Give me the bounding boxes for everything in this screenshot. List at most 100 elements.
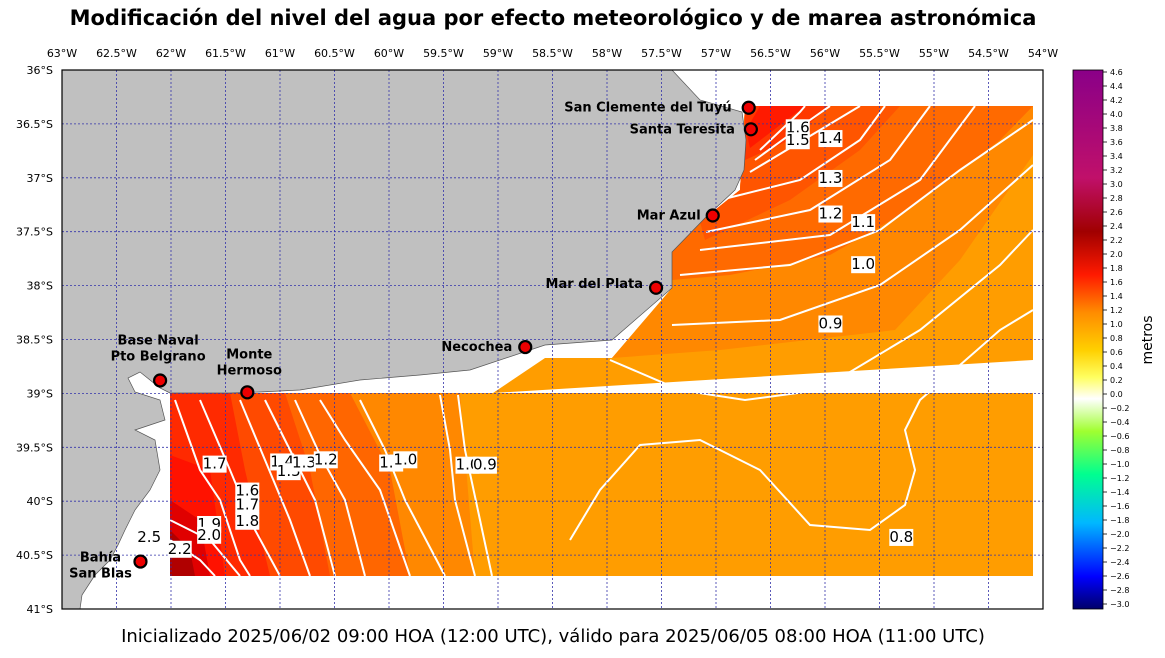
lon-tick-label: 57.5°W: [641, 47, 682, 60]
colorbar-tick-label: 0.4: [1110, 362, 1123, 371]
colorbar-tick-label: 3.8: [1110, 124, 1123, 133]
water-level-field-south: [170, 393, 1033, 576]
station-marker[interactable]: [133, 554, 148, 569]
contour-label: 1.7: [235, 496, 259, 514]
lon-tick-label: 56°W: [810, 47, 840, 60]
colorbar-gradient: [1072, 69, 1104, 610]
contour-label-bg: [202, 455, 227, 473]
contour-label: 1.7: [203, 455, 227, 473]
contour-label-bg: [889, 528, 914, 546]
station-label: San Clemente del Tuyú: [564, 101, 731, 116]
contour-label: 1.1: [851, 213, 875, 231]
colorbar-tick-label: −0.4: [1110, 418, 1129, 427]
station-marker[interactable]: [648, 280, 664, 295]
lat-tick-label: 39°S: [27, 387, 53, 400]
contour-label-bg: [197, 526, 222, 544]
lat-tick-label: 41°S: [27, 603, 53, 616]
colorbar-tick-label: 2.0: [1110, 250, 1123, 259]
contour-label: 1.6: [235, 482, 259, 500]
colorbar-tick-label: 3.0: [1110, 180, 1123, 189]
colorbar-tick-label: 1.0: [1110, 320, 1123, 329]
station-label-line: Bahía: [80, 551, 121, 566]
lat-tick-label: 37°S: [27, 172, 53, 185]
station-label-line: Base Naval: [118, 333, 199, 348]
station-marker[interactable]: [705, 208, 720, 223]
colorbar-tick-label: 4.2: [1110, 96, 1123, 105]
station-label-line: Hermoso: [217, 363, 282, 378]
contour-label-bg: [818, 315, 843, 333]
lon-tick-label: 55.5°W: [859, 47, 900, 60]
lon-tick-label: 57°W: [701, 47, 731, 60]
colorbar-tick-label: 3.6: [1110, 138, 1123, 147]
lat-tick-label: 38°S: [27, 280, 53, 293]
station-label: Bahía San Blas: [69, 551, 132, 582]
colorbar-tick-label: −1.2: [1110, 474, 1129, 483]
lat-tick-label: 36°S: [27, 64, 53, 77]
contour-label-bg: [785, 132, 810, 150]
colorbar-tick-label: 3.2: [1110, 166, 1123, 175]
lon-tick-label: 61°W: [265, 47, 295, 60]
contour-label-bg: [393, 451, 418, 469]
contour-label-bg: [851, 256, 876, 274]
contour-label: 0.9: [473, 456, 497, 474]
colorbar-label: metros: [1140, 315, 1156, 364]
station-marker[interactable]: [518, 339, 533, 355]
map-area: 1.61.5 1.41.31.2 1.11.00.91.71.61.71.81.92…: [62, 70, 1043, 609]
contour-label: 0.8: [889, 528, 913, 546]
station-marker[interactable]: [743, 122, 758, 137]
colorbar-tick-label: 0.8: [1110, 334, 1123, 343]
contour-label: 1.5: [786, 131, 810, 149]
lat-tick-label: 36.5°S: [16, 118, 53, 131]
lon-tick-label: 54.5°W: [968, 47, 1009, 60]
colorbar-tick-label: 1.6: [1110, 278, 1123, 287]
contour-label: 1.2: [314, 450, 338, 468]
map-frame: [61, 69, 1044, 610]
stations: San Clemente del Tuyú Santa Teresita Mar A…: [69, 100, 758, 582]
colorbar-tick-label: −1.8: [1110, 516, 1129, 525]
contour-label: 1.0: [393, 450, 417, 468]
station-label: Mar del Plata: [546, 277, 644, 292]
land-mass: [62, 70, 747, 609]
lat-tick-label: 37.5°S: [16, 226, 53, 239]
station-marker[interactable]: [240, 385, 255, 400]
colorbar-tick-label: −2.8: [1110, 586, 1129, 595]
lat-tick-label: 38.5°S: [16, 334, 53, 347]
contour-label-bg: [137, 528, 162, 546]
contour-label-bg: [818, 169, 843, 187]
contour-label: 1.8: [235, 512, 259, 530]
colorbar-tick-label: −2.6: [1110, 572, 1129, 581]
lon-tick-label: 63°W: [47, 47, 77, 60]
lon-tick-label: 60°W: [374, 47, 404, 60]
lon-tick-label: 59.5°W: [423, 47, 464, 60]
lon-tick-label: 60.5°W: [314, 47, 355, 60]
station-label: Monte Hermoso: [217, 347, 282, 378]
colorbar-tick-label: −3.0: [1110, 600, 1129, 609]
contour-label-bg: [291, 454, 316, 472]
contour-label: 1.6: [786, 118, 810, 136]
colorbar-tick-label: 0.6: [1110, 348, 1123, 357]
colorbar-tick-label: 2.4: [1110, 222, 1123, 231]
contour-label: 2.2: [168, 540, 192, 558]
station-marker[interactable]: [153, 373, 168, 388]
colorbar-tick-label: 4.0: [1110, 110, 1123, 119]
contour-label-bg: [851, 214, 876, 232]
station-marker[interactable]: [741, 100, 756, 115]
colorbar-tick-label: −0.6: [1110, 432, 1129, 441]
contour-label: 1.4: [819, 129, 843, 147]
colorbar-tick-label: −0.2: [1110, 404, 1129, 413]
contour-label-bg: [235, 482, 260, 500]
contour-label-bg: [472, 456, 497, 474]
colorbar-tick-label: −1.6: [1110, 502, 1129, 511]
lon-tick-label: 59°W: [483, 47, 513, 60]
latitude-ticks: 36°S 36.5°S 37°S 37.5°S 38°S 38.5°S 39°S 39.5°S…: [16, 64, 53, 616]
contour-label-bg: [818, 205, 843, 223]
colorbar-tick-label: 4.6: [1110, 68, 1123, 77]
colorbar-tick-label: −1.0: [1110, 460, 1129, 469]
contour-label-bg: [235, 496, 260, 514]
contour-label: 0.9: [819, 314, 843, 332]
colorbar-tick-label: 1.8: [1110, 264, 1123, 273]
longitude-ticks: 63°W 62.5°W 62°W 61.5°W 61°W 60.5°W 60°W 59.5°W…: [47, 47, 1058, 60]
colorbar-tick-label: 3.4: [1110, 152, 1123, 161]
contour-labels: 1.61.5 1.41.31.2 1.11.00.91.71.61.71.81.92…: [137, 118, 914, 558]
colorbar-tick-label: −2.0: [1110, 530, 1129, 539]
